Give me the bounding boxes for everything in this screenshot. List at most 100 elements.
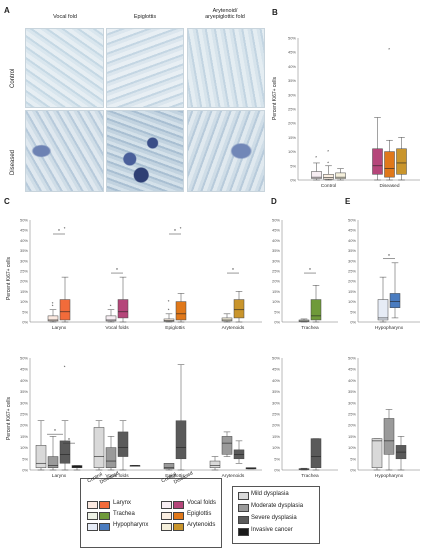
- micrograph-vocal-fold-control: [25, 28, 104, 108]
- chart-c-xlabel-2: Epiglottis: [165, 325, 185, 331]
- chart-d-ytick-5: 25%: [272, 269, 280, 274]
- chart-c-sig-star-2: *: [174, 229, 176, 235]
- chart-c-lower-box-0-2-box: [59, 440, 71, 464]
- chart-c-lower-ytick-8: 40%: [20, 378, 28, 383]
- chart-e-ytick-2: 10%: [348, 299, 356, 304]
- chart-b-box-1-0-box: [372, 148, 383, 175]
- chart-c-lower-ytick-1: 5%: [22, 456, 28, 461]
- chart-c-lower-box-2-0-box: [163, 463, 175, 470]
- chart-e-ytick-3: 15%: [348, 289, 356, 294]
- legend-epiglottis: Epiglottis: [187, 511, 212, 517]
- chart-b-box-1-1-box: [384, 151, 395, 178]
- legend-swatch-mild: [238, 492, 249, 500]
- chart-e-ytick-9: 45%: [348, 228, 356, 233]
- micrograph-vocal-fold-diseased: [25, 110, 104, 192]
- chart-c-lower-xlabel-0: Larynx: [52, 473, 67, 479]
- chart-e-lower-ytick-5: 25%: [348, 412, 356, 417]
- chart-c-box-3-0-box: [221, 317, 233, 322]
- chart-c-lower-box-1-1-box: [105, 447, 117, 469]
- chart-d-lower-ytick-6: 30%: [272, 400, 280, 405]
- legend-swatch-larynx-diseased: [99, 501, 110, 509]
- legend-swatch-severe: [238, 516, 249, 524]
- chart-d-ytick-0: 0%: [274, 320, 280, 325]
- chart-c-sig-star-1: *: [116, 268, 118, 274]
- chart-b-ytick-5: 25%: [288, 107, 296, 112]
- chart-c-ytick-3: 15%: [20, 289, 28, 294]
- chart-e-lower-ytick-9: 45%: [348, 367, 356, 372]
- chart-b-ytick-9: 45%: [288, 50, 296, 55]
- chart-c-box-2-0-outlier-0: *: [168, 307, 170, 312]
- micrograph-arytenoid-diseased: [187, 110, 265, 192]
- legend-swatch-moderate: [238, 504, 249, 512]
- chart-b-box-0-0-outlier-0: *: [315, 155, 317, 160]
- chart-d-lower-ytick-3: 15%: [272, 434, 280, 439]
- chart-c-box-0-1-box: [59, 299, 71, 321]
- chart-c-xlabel-0: Larynx: [52, 325, 67, 331]
- chart-b-ylabel: Percent Ki67+ cells: [272, 77, 278, 120]
- chart-d-lower-ytick-0: 0%: [274, 468, 280, 473]
- chart-e-ytick-8: 40%: [348, 238, 356, 243]
- chart-e-lower-xlabel-0: Hypopharynx: [375, 473, 404, 479]
- chart-c-lower-box-3-0-box: [209, 460, 221, 469]
- chart-e-ytick-10: 50%: [348, 218, 356, 223]
- chart-d-sig-star-0: *: [309, 268, 311, 274]
- legend-swatch-hypo-control: [87, 523, 98, 531]
- chart-e-ytick-1: 5%: [350, 309, 356, 314]
- chart-c-box-0-0-outlier-1: *: [52, 301, 54, 306]
- legend-arytenoids: Arytenoids: [187, 522, 216, 528]
- chart-c-box-0-0-outlier-0: *: [52, 303, 54, 308]
- legend-swatch-hypo-diseased: [99, 523, 110, 531]
- chart-e-lower-ytick-2: 10%: [348, 445, 356, 450]
- chart-c-lower-ytick-9: 45%: [20, 367, 28, 372]
- legend-swatch-vocal-diseased: [173, 501, 184, 509]
- micrograph-epiglottis-control: [106, 28, 184, 108]
- chart-e-lower-box-0-1-box: [383, 418, 395, 455]
- chart-e-lower-ytick-10: 50%: [348, 356, 356, 361]
- chart-c-box-2-0-outlier-1: *: [168, 299, 170, 304]
- chart-e-lower-box-0-0-box: [371, 438, 383, 469]
- chart-b-box-0-1-outlier-0: *: [327, 161, 329, 166]
- legend-invasive: Invasive cancer: [251, 527, 293, 533]
- chart-d-ytick-1: 5%: [274, 309, 280, 314]
- chart-c-lower-ytick-10: 50%: [20, 356, 28, 361]
- chart-c-ylabel: Percent Ki67+ cells: [6, 257, 12, 300]
- chart-d-lower-ytick-5: 25%: [272, 412, 280, 417]
- panel-label-e: E: [345, 197, 351, 206]
- chart-c-lower-sig-star-1: *: [68, 438, 70, 444]
- legend-swatch-arytenoid-diseased: [173, 523, 184, 531]
- chart-b-ytick-10: 50%: [288, 36, 296, 41]
- chart-c-lower-ytick-7: 35%: [20, 389, 28, 394]
- chart-c-box-3-1-box: [233, 299, 245, 319]
- chart-c-box-1-1-box: [117, 299, 129, 319]
- chart-c-lower-xlabel-2: Epiglottis: [165, 473, 185, 479]
- panel-label-d: D: [271, 197, 277, 206]
- chart-e-ytick-0: 0%: [350, 320, 356, 325]
- chart-d-lower-ytick-8: 40%: [272, 378, 280, 383]
- chart-b-ytick-2: 10%: [288, 149, 296, 154]
- chart-b-box-0-0-box: [311, 171, 322, 179]
- chart-d-lower-ytick-9: 45%: [272, 367, 280, 372]
- legend-severe: Severe dysplasia: [251, 515, 297, 521]
- chart-d-ytick-9: 45%: [272, 228, 280, 233]
- chart-b-ytick-0: 0%: [290, 178, 296, 183]
- chart-c-ytick-7: 35%: [20, 248, 28, 253]
- legend-hypopharynx: Hypopharynx: [113, 522, 149, 528]
- chart-e-xlabel-0: Hypopharynx: [375, 325, 404, 331]
- chart-b-xlabel-1: Diseased: [380, 183, 400, 189]
- chart-c-lower-box-0-2-outlier-0: *: [64, 365, 66, 370]
- legend-mild: Mild dysplasia: [251, 491, 289, 497]
- chart-c-lower-box-1-2-box: [117, 431, 129, 457]
- chart-b-box-0-1-outlier-1: *: [327, 149, 329, 154]
- histology-col-vocal-fold: Vocal fold: [53, 14, 77, 20]
- chart-c-ytick-4: 20%: [20, 279, 28, 284]
- micrograph-arytenoid-control: [187, 28, 265, 108]
- panel-label-a: A: [4, 6, 10, 15]
- chart-c-ytick-9: 45%: [20, 228, 28, 233]
- chart-d-ytick-8: 40%: [272, 238, 280, 243]
- chart-c-lower-ytick-4: 20%: [20, 423, 28, 428]
- legend-organs: Control Diseased Control Diseased Larynx…: [80, 470, 222, 548]
- chart-e-lower-ytick-4: 20%: [348, 423, 356, 428]
- chart-e-lower-ytick-0: 0%: [350, 468, 356, 473]
- chart-c-ytick-8: 40%: [20, 238, 28, 243]
- chart-e-lower-ytick-6: 30%: [348, 400, 356, 405]
